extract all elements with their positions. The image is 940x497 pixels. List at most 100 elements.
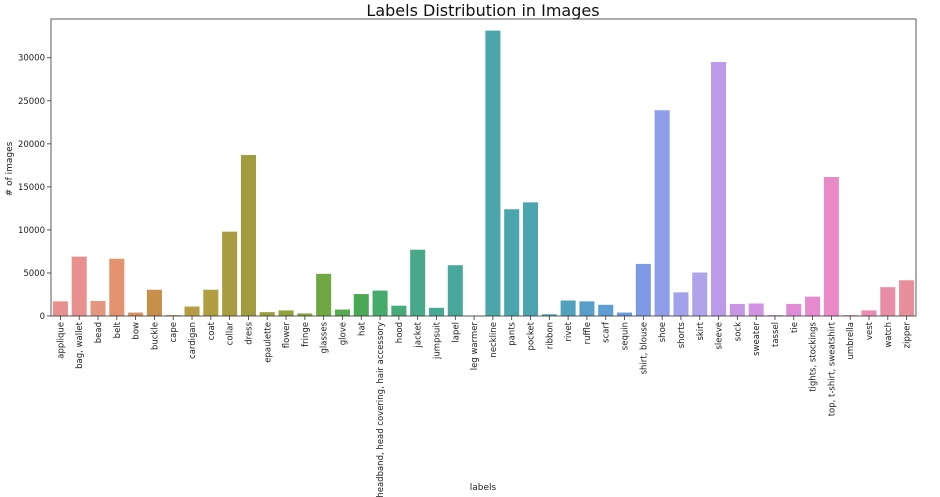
x-tick-label: bag, wallet (75, 321, 85, 369)
bar (598, 304, 614, 316)
x-axis-label: labels (470, 483, 497, 493)
bar (805, 296, 821, 316)
chart-title: Labels Distribution in Images (366, 1, 599, 20)
y-axis: 0 5000 10000 15000 20000 25000 30000 (18, 54, 51, 322)
y-tick-label: 15000 (18, 183, 45, 193)
x-tick-label: cardigan (188, 322, 198, 359)
x-tick-label: leg warmer (470, 321, 480, 370)
plot-frame (50, 18, 917, 317)
x-tick-label: pocket (527, 321, 537, 350)
bar (316, 273, 332, 316)
x-tick-label: ribbon (545, 322, 555, 349)
y-tick-label: 10000 (18, 226, 45, 236)
x-tick-label: dress (244, 321, 254, 344)
bar (579, 301, 595, 316)
x-tick-label: sleeve (715, 322, 725, 350)
bar (297, 313, 313, 316)
bar (71, 256, 87, 316)
x-tick-label: sequin (621, 322, 631, 350)
bar (240, 155, 256, 316)
bar (109, 258, 125, 316)
x-tick-label: shorts (677, 321, 687, 348)
bar (692, 272, 708, 316)
bar (654, 110, 670, 317)
bar (711, 62, 727, 316)
bar (222, 231, 238, 316)
x-tick-label: hood (395, 322, 405, 343)
bar (90, 300, 106, 316)
x-tick-label: flower (282, 321, 292, 348)
bar (729, 303, 745, 316)
x-tick-label: fringe (301, 322, 311, 347)
x-tick-label: bead (94, 322, 104, 343)
bar (259, 312, 275, 316)
x-axis: applique bag, wallet bead belt bow buckle cape… (56, 316, 913, 497)
bar (880, 287, 896, 316)
x-tick-label: glasses (320, 321, 330, 353)
bar (767, 315, 783, 316)
bar (353, 294, 369, 316)
bar (823, 176, 839, 316)
x-tick-label: pants (508, 321, 518, 345)
x-tick-label: headband, head covering, hair accessory (376, 322, 386, 497)
x-tick-label: sweater (752, 322, 762, 356)
y-tick-label: 30000 (18, 54, 45, 64)
bar (128, 312, 144, 316)
bar (635, 263, 651, 316)
bar (391, 305, 407, 316)
bar (522, 202, 539, 316)
y-tick-label: 20000 (18, 140, 45, 150)
bar (165, 315, 181, 316)
bar (203, 289, 219, 316)
x-tick-label: coat (207, 321, 217, 340)
bar (372, 290, 388, 316)
x-tick-label: buckle (150, 322, 160, 350)
x-tick-label: glove (338, 322, 348, 345)
x-tick-label: lapel (451, 322, 461, 343)
plot-area (50, 18, 917, 317)
x-tick-label: jumpsuit (432, 321, 442, 360)
x-tick-label: umbrella (846, 322, 856, 360)
x-tick-label: zipper (903, 322, 913, 349)
x-tick-label: sock (733, 322, 743, 341)
bar (52, 301, 68, 316)
bar (428, 307, 445, 316)
bar (786, 303, 802, 316)
x-tick-label: jacket (414, 321, 424, 348)
y-axis-label: # of images (5, 141, 15, 196)
bar (617, 312, 633, 316)
bar (673, 292, 689, 316)
x-tick-label: tights, stockings (809, 321, 819, 391)
bar (485, 30, 501, 317)
y-tick-label: 5000 (23, 269, 45, 279)
bar (861, 310, 877, 316)
y-tick-label: 25000 (18, 97, 45, 107)
x-tick-label: vest (865, 321, 875, 340)
x-tick-label: skirt (696, 321, 706, 340)
y-tick-label: 0 (40, 312, 45, 322)
bar (504, 209, 520, 316)
bar (748, 303, 764, 316)
bar (278, 310, 294, 316)
x-tick-label: scarf (602, 321, 612, 343)
x-tick-label: ruffle (583, 322, 593, 344)
x-tick-label: tie (790, 322, 800, 333)
x-tick-label: tassel (771, 322, 781, 347)
x-tick-label: epaulette (263, 322, 273, 363)
x-tick-label: watch (884, 322, 894, 348)
bar (560, 300, 576, 316)
bar (447, 265, 463, 316)
x-tick-label: bow (132, 322, 142, 340)
bar (184, 306, 200, 316)
x-tick-label: applique (56, 322, 66, 359)
bar (541, 314, 557, 316)
bar (146, 289, 162, 316)
x-tick-label: collar (226, 322, 236, 346)
bar (410, 249, 426, 316)
x-tick-label: top, t-shirt, sweatshirt (827, 321, 837, 416)
bar (842, 315, 858, 316)
x-tick-label: cape (169, 322, 179, 343)
x-tick-label: shirt, blouse (639, 322, 649, 374)
bar (334, 309, 350, 316)
